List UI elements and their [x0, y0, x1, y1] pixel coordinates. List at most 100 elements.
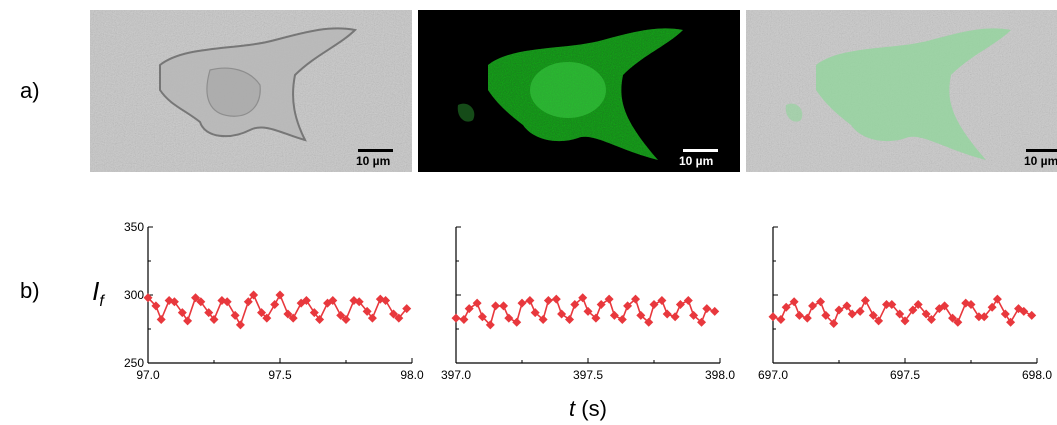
data-point: [169, 297, 179, 307]
data-point: [472, 298, 482, 308]
fluorescence-cell-image: [418, 10, 740, 172]
data-point: [868, 310, 878, 320]
data-point: [354, 297, 364, 307]
data-point: [551, 294, 561, 304]
data-point: [565, 314, 575, 324]
data-point: [362, 306, 372, 316]
data-point: [821, 310, 831, 320]
data-point: [491, 301, 501, 311]
data-point: [177, 308, 187, 318]
data-point: [808, 301, 818, 311]
x-tick-label: 697.0: [758, 368, 788, 382]
data-point: [389, 309, 399, 319]
data-point: [257, 308, 267, 318]
data-point: [512, 317, 522, 327]
data-point: [675, 300, 685, 310]
micrograph-brightfield: 10 µm: [90, 10, 412, 172]
scale-bar-label: 10 µm: [679, 154, 714, 168]
data-point: [631, 294, 641, 304]
data-point: [649, 300, 659, 310]
data-point: [895, 309, 905, 319]
data-point: [209, 314, 219, 324]
data-point: [834, 305, 844, 315]
micrograph-overlay: 10 µm: [746, 10, 1057, 172]
data-point: [926, 314, 936, 324]
data-point: [183, 316, 193, 326]
data-point: [794, 310, 804, 320]
data-point: [191, 293, 201, 303]
data-point: [847, 309, 857, 319]
data-point: [623, 301, 633, 311]
data-point: [789, 297, 799, 307]
data-point: [1000, 309, 1010, 319]
data-point: [816, 297, 826, 307]
data-point: [543, 295, 553, 305]
data-point: [570, 300, 580, 310]
scale-bar: [683, 149, 718, 152]
data-point: [636, 310, 646, 320]
data-point: [402, 304, 412, 314]
series-line: [147, 293, 408, 327]
y-tick-label: 350: [124, 220, 144, 234]
data-point: [683, 295, 693, 305]
data-point: [381, 295, 391, 305]
data-point: [596, 300, 606, 310]
data-point: [802, 313, 812, 323]
data-point: [143, 293, 153, 303]
data-point: [270, 300, 280, 310]
x-tick-label: 98.0: [400, 368, 424, 382]
data-point: [525, 295, 535, 305]
data-point: [394, 313, 404, 323]
data-point: [222, 297, 232, 307]
panel-label-a: a): [20, 78, 40, 103]
data-point: [315, 314, 325, 324]
data-point: [662, 309, 672, 319]
data-point: [367, 313, 377, 323]
data-point: [275, 290, 285, 300]
data-point: [921, 309, 931, 319]
data-point: [874, 316, 884, 326]
data-point: [644, 317, 654, 327]
data-point: [953, 317, 963, 327]
scale-bar: [358, 149, 393, 152]
data-point: [464, 304, 474, 314]
x-tick-label: 698.0: [1022, 368, 1052, 382]
data-point: [768, 312, 778, 322]
data-point: [530, 308, 540, 318]
data-point: [336, 310, 346, 320]
data-point: [781, 302, 791, 312]
data-point: [249, 290, 259, 300]
data-point: [987, 302, 997, 312]
data-point: [309, 308, 319, 318]
data-point: [477, 312, 487, 322]
data-point: [604, 294, 614, 304]
data-point: [882, 300, 892, 310]
data-point: [979, 312, 989, 322]
x-tick-label: 398.0: [705, 368, 735, 382]
data-point: [829, 319, 839, 329]
data-point: [908, 305, 918, 315]
data-point: [948, 313, 958, 323]
x-tick-label: 697.5: [890, 368, 920, 382]
data-point: [557, 309, 567, 319]
panel-label-b: b): [20, 278, 40, 303]
data-point: [301, 295, 311, 305]
data-point: [243, 297, 253, 307]
data-point: [230, 310, 240, 320]
data-point: [657, 295, 667, 305]
data-point: [710, 306, 720, 316]
data-point: [913, 300, 923, 310]
data-point: [485, 320, 495, 330]
data-point: [538, 314, 548, 324]
data-point: [689, 310, 699, 320]
data-point: [1006, 317, 1016, 327]
data-point: [842, 301, 852, 311]
brightfield-cell-image: [90, 10, 412, 172]
data-point: [887, 300, 897, 310]
data-point: [992, 294, 1002, 304]
data-point: [288, 313, 298, 323]
chart-axes: 250 300 350 97.0 97.5 98.0 397.0 397.5 398.0 697.…: [124, 220, 1052, 382]
data-point: [151, 301, 161, 311]
data-point: [578, 293, 588, 303]
y-axis-label: If: [92, 276, 105, 310]
